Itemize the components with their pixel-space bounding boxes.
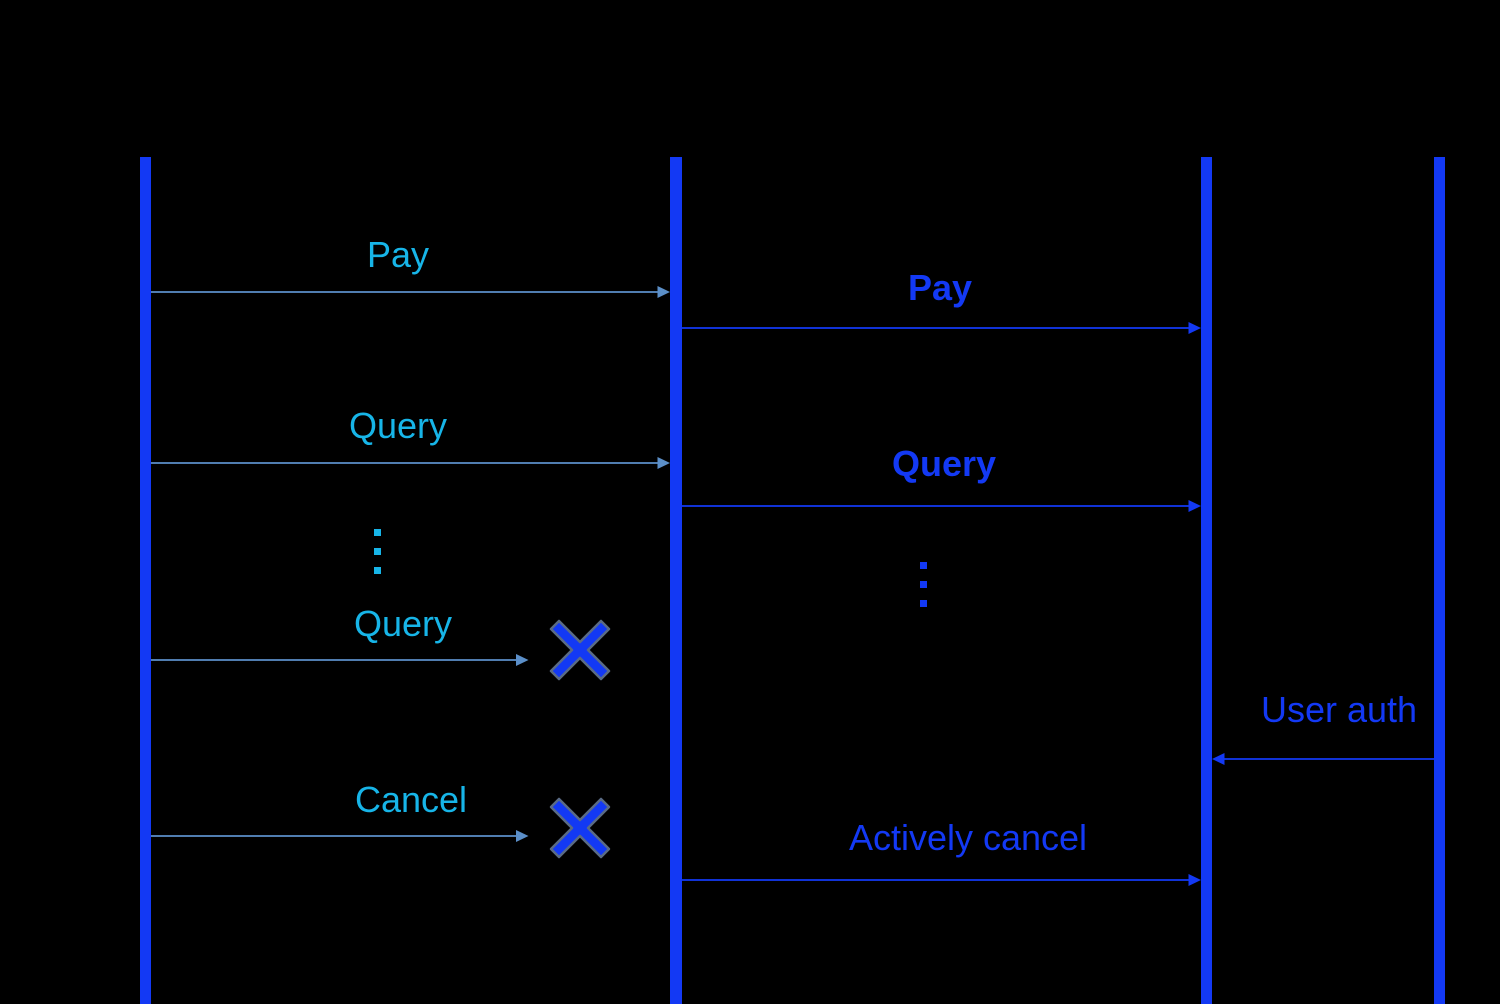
svg-text:Pay: Pay: [367, 234, 429, 275]
svg-text:Query: Query: [354, 603, 452, 644]
svg-text:Cancel: Cancel: [355, 779, 467, 820]
svg-text:Actively cancel: Actively cancel: [849, 817, 1087, 858]
svg-text:Query: Query: [349, 405, 447, 446]
svg-text:Query: Query: [892, 443, 996, 484]
svg-text:User auth: User auth: [1261, 689, 1417, 730]
svg-text:Pay: Pay: [908, 267, 972, 308]
